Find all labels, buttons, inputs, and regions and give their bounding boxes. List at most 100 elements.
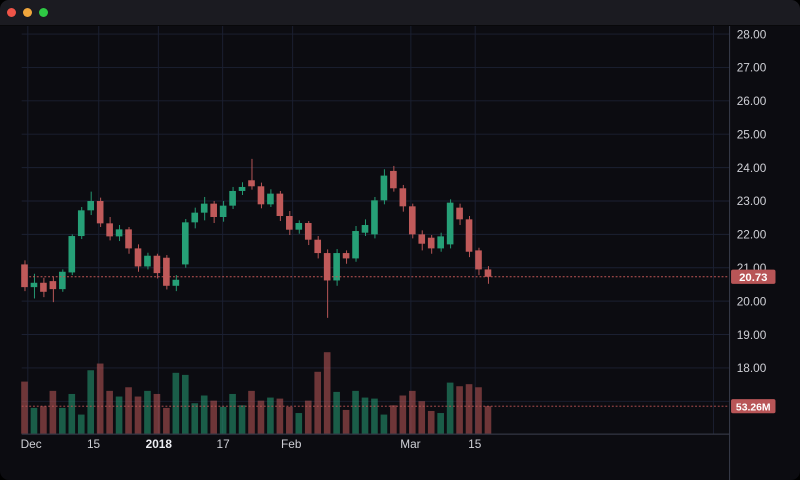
volume-bar (200, 395, 208, 434)
candle-body (248, 180, 255, 187)
candle-body (475, 250, 482, 270)
volume-bar (427, 410, 435, 434)
last-volume-label: 53.26M (736, 402, 771, 413)
time-tick-label: 15 (87, 437, 101, 451)
price-tick-label: 26.00 (737, 94, 767, 108)
volume-bar (399, 395, 407, 434)
candle-body (465, 219, 473, 252)
candle-body (456, 207, 463, 220)
volume-bar (257, 400, 265, 434)
candle-body (68, 236, 76, 273)
candle-body (181, 222, 189, 265)
volume-bar (40, 406, 47, 434)
last-price-label-box (731, 269, 776, 284)
time-tick-label: Feb (281, 437, 302, 451)
candle-body (219, 205, 227, 218)
volume-bar (153, 393, 161, 434)
candle-body (21, 264, 28, 288)
volume-bar (390, 405, 397, 434)
candle-body (210, 203, 217, 218)
candle-body (40, 282, 47, 292)
volume-bar (163, 407, 170, 434)
last-price-label: 20.73 (739, 272, 767, 284)
time-tick-label: Dec (21, 437, 42, 451)
candle-body (286, 216, 293, 230)
candle-body (408, 206, 416, 235)
candle-body (30, 282, 38, 288)
volume-bar (446, 382, 454, 434)
candlestick-chart[interactable]: 28.0027.0026.0025.0024.0023.0022.0021.00… (0, 26, 800, 480)
volume-bar (465, 384, 473, 434)
volume-bar (68, 393, 76, 434)
candle-body (371, 200, 378, 235)
price-tick-label: 22.00 (737, 228, 767, 242)
close-button[interactable] (7, 8, 16, 17)
zoom-button[interactable] (39, 8, 48, 17)
candle-body (437, 236, 444, 249)
volume-bar (181, 374, 189, 434)
candle-body (191, 212, 199, 223)
candle-body (172, 279, 180, 286)
candle-body (323, 253, 331, 281)
volume-bar (456, 386, 463, 434)
price-tick-label: 24.00 (737, 161, 767, 175)
last-volume-label-box (731, 399, 776, 414)
volume-bar (361, 397, 369, 434)
price-tick-label: 18.00 (737, 361, 767, 375)
volume-bar (286, 406, 293, 434)
candle-body (418, 234, 426, 244)
volume-bar (49, 390, 57, 434)
candle-body (134, 248, 142, 267)
time-tick-label: 2018 (146, 437, 173, 451)
price-tick-label: 28.00 (737, 27, 767, 41)
time-tick-label: Mar (400, 437, 420, 451)
volume-bar (30, 407, 38, 434)
volume-bar (219, 406, 227, 434)
candle-body (390, 170, 397, 189)
candle-body (295, 223, 303, 230)
candle-body (96, 200, 104, 224)
volume-bar (323, 352, 331, 434)
window-titlebar[interactable] (0, 0, 800, 26)
volume-bar (144, 390, 151, 434)
volume-bar (77, 414, 85, 434)
volume-bar (210, 400, 217, 434)
candle-body (380, 175, 388, 201)
candle-body (333, 253, 340, 281)
candle-body (484, 269, 492, 277)
candle-body (153, 255, 161, 274)
volume-bar (352, 390, 359, 434)
price-tick-label: 20.00 (737, 294, 767, 308)
price-tick-label: 19.00 (737, 328, 767, 342)
candle-body (125, 229, 132, 249)
volume-bar (267, 397, 274, 434)
candle-body (267, 193, 274, 205)
candle-body (49, 281, 57, 290)
candle-body (427, 237, 435, 249)
candle-body (314, 239, 322, 254)
volume-bar (475, 387, 482, 434)
candle-body (304, 223, 312, 240)
volume-bar (371, 398, 378, 434)
volume-bar (115, 396, 123, 434)
candle-body (77, 210, 85, 237)
volume-bar (172, 372, 180, 434)
volume-bar (408, 390, 416, 434)
minimize-button[interactable] (23, 8, 32, 17)
volume-bar (276, 398, 284, 434)
candle-body (361, 225, 369, 233)
volume-bar (59, 407, 66, 434)
candle-body (59, 271, 66, 290)
candle-body (257, 186, 265, 205)
price-tick-label: 23.00 (737, 194, 767, 208)
volume-bar (437, 413, 444, 434)
candle-body (238, 186, 246, 191)
volume-bar (87, 370, 95, 434)
candle-body (276, 193, 284, 217)
candle-body (115, 229, 123, 237)
volume-bar (191, 403, 199, 434)
candle-body (87, 200, 95, 211)
time-tick-label: 17 (217, 437, 230, 451)
volume-bar (125, 387, 132, 434)
